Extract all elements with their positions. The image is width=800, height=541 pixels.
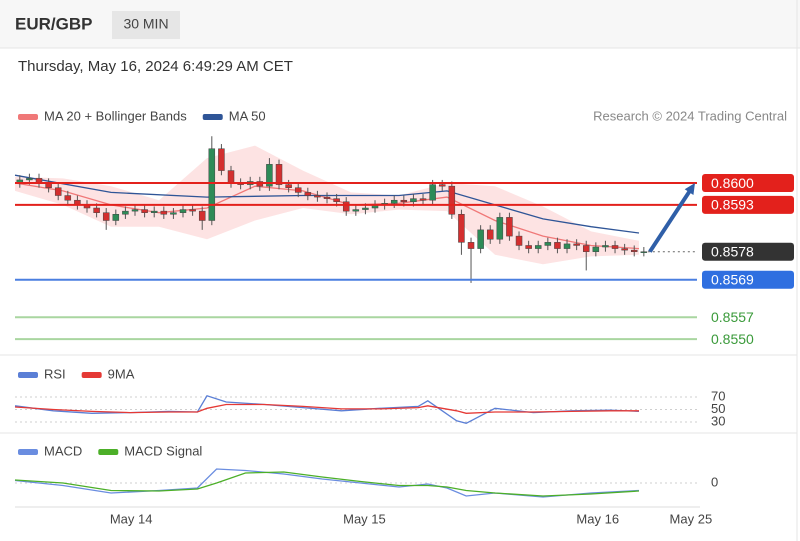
candle-body <box>525 245 532 249</box>
x-tick-label: May 16 <box>576 511 619 526</box>
candle-body <box>602 245 609 248</box>
level-label-box <box>702 270 794 289</box>
candle-body <box>218 148 225 171</box>
candle-body <box>314 195 321 198</box>
y-tick-label: 50 <box>711 401 725 416</box>
candle-body <box>554 242 561 249</box>
level-label: 0.8578 <box>711 243 754 259</box>
level-label: 0.8569 <box>711 271 754 287</box>
candle-body <box>582 245 590 252</box>
candle-body <box>592 246 600 252</box>
level-label-box <box>702 174 794 193</box>
level-label: 0.8600 <box>711 175 754 191</box>
candle-body <box>179 209 187 213</box>
credit: Research © 2024 Trading Central <box>593 108 787 123</box>
y-tick-label: 0 <box>711 474 718 489</box>
candle-body <box>448 185 456 215</box>
x-tick-label: May 14 <box>110 511 153 526</box>
candle-body <box>342 201 350 212</box>
legend-swatch <box>81 372 102 378</box>
candle-body <box>438 184 446 187</box>
legend-label: RSI <box>44 366 66 381</box>
candle-body <box>400 199 408 203</box>
candle-body <box>285 184 292 188</box>
candle-body <box>141 209 148 213</box>
candle-body <box>333 198 340 203</box>
candle-body <box>477 229 484 249</box>
candle-body <box>160 210 168 215</box>
candle-body <box>131 209 139 212</box>
legend-swatch <box>18 449 38 455</box>
candle-body <box>640 251 648 253</box>
candle-body <box>54 187 62 196</box>
legend-label: 9MA <box>108 366 135 381</box>
y-tick-label: 70 <box>711 388 725 403</box>
candle-body <box>630 249 638 252</box>
candle-body <box>515 235 523 246</box>
level-label: 0.8557 <box>711 309 754 325</box>
candle-body <box>189 209 196 212</box>
series-line <box>14 471 640 497</box>
candle-body <box>294 187 302 193</box>
candle-body <box>621 248 628 251</box>
candle-body <box>275 164 283 185</box>
candle-body <box>506 217 513 237</box>
candle-body <box>496 217 504 240</box>
candle-body <box>112 214 120 221</box>
candle-body <box>266 164 273 187</box>
candle-body <box>150 210 158 213</box>
legend-label: MACD <box>44 443 82 458</box>
candle-body <box>208 148 216 221</box>
legend-label: MA 50 <box>229 108 266 123</box>
candle-body <box>362 207 369 210</box>
candle-body <box>64 195 72 201</box>
candle-body <box>227 170 235 184</box>
symbol: EUR/GBP <box>15 14 92 33</box>
candle-body <box>26 178 33 181</box>
candle-body <box>429 184 436 201</box>
target-arrow-head <box>684 183 695 195</box>
series-line <box>14 403 639 414</box>
legend-swatch <box>18 114 38 120</box>
x-tick-label: May 15 <box>343 511 386 526</box>
level-label-box <box>702 242 794 261</box>
candle-body <box>544 242 552 246</box>
candle-body <box>611 245 619 249</box>
candle-body <box>563 243 571 249</box>
candle-body <box>198 210 206 221</box>
interval-box <box>112 11 180 39</box>
candle-body <box>170 212 177 215</box>
candle-body <box>122 210 129 215</box>
level-label: 0.8550 <box>711 331 754 347</box>
legend-swatch <box>18 372 38 378</box>
candle-body <box>323 196 331 199</box>
level-label-box <box>702 195 794 214</box>
candle-body <box>352 209 360 212</box>
candle-body <box>410 198 417 203</box>
candle-body <box>390 199 398 204</box>
candle-body <box>467 242 475 249</box>
interval: 30 MIN <box>123 16 168 32</box>
candle-body <box>304 192 312 196</box>
candle-body <box>534 245 542 249</box>
timestamp: Thursday, May 16, 2024 6:49:29 AM CET <box>18 58 293 75</box>
target-arrow <box>648 186 694 253</box>
candle-body <box>458 214 465 243</box>
series-line <box>14 174 640 234</box>
candle-body <box>573 243 580 246</box>
legend-swatch <box>202 114 223 120</box>
candle-body <box>419 198 427 201</box>
candle-body <box>93 207 100 213</box>
legend-label: MA 20 + Bollinger Bands <box>44 108 187 123</box>
x-tick-label: May 25 <box>670 511 713 526</box>
candle-body <box>102 212 110 221</box>
candle-body <box>486 229 494 240</box>
y-tick-label: 30 <box>711 413 725 428</box>
legend-swatch <box>98 449 119 455</box>
level-label: 0.8593 <box>711 197 754 213</box>
legend-label: MACD Signal <box>124 443 202 458</box>
